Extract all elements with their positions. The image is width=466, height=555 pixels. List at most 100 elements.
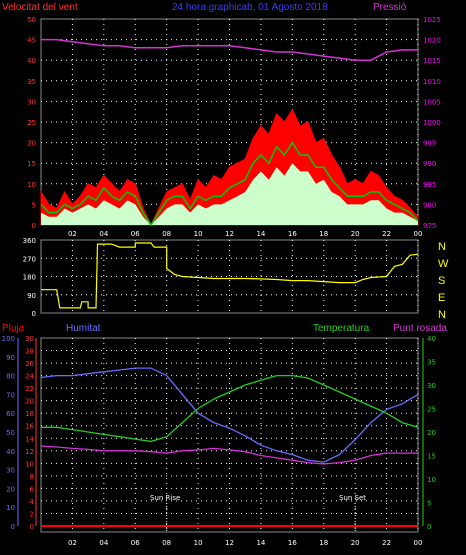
rain-tick: 26 [25,360,34,368]
x-tick-top: 06 [131,230,140,238]
humidity-tick: 90 [6,354,15,362]
direction-series [41,242,419,309]
sunrise-label: Sun Rise [150,494,180,502]
temperature-tick: 25 [427,406,436,414]
rain-tick: 30 [25,335,34,343]
wind-label: Velocitat del vent [2,2,78,13]
rain-tick: 6 [30,485,35,493]
rain-tick: 18 [25,410,34,418]
x-tick-top: 14 [256,230,265,238]
temperature-tick: 5 [427,500,431,508]
humidity-tick: 30 [6,467,15,475]
dew-series [40,445,418,465]
humidity-tick: 10 [6,504,15,512]
rain-tick: 20 [25,398,34,406]
rain-tick: 0 [30,523,34,531]
x-tick-bottom: 18 [319,539,328,547]
pressure-tick: 990 [423,160,436,168]
direction-series [41,242,419,309]
rain-tick: 14 [25,435,34,443]
dew-label: Punt rosada [393,323,447,334]
humidity-tick: 60 [6,410,15,418]
x-tick-bottom: 02 [68,539,77,547]
x-tick-top: 18 [319,230,328,238]
x-tick-bottom: 14 [256,539,265,547]
pressure-tick: 980 [423,201,436,209]
x-tick-top: 22 [382,230,391,238]
rain-tick: 4 [30,498,35,506]
wind-tick: 45 [27,37,36,45]
rain-tick: 2 [30,510,34,518]
wind-tick: 10 [27,181,36,189]
x-tick-bottom: 08 [162,539,171,547]
humidity-tick: 100 [2,335,15,343]
x-tick-top: 16 [288,230,297,238]
pressure-tick: 995 [423,140,436,148]
rain-tick: 28 [25,348,34,356]
x-tick-top: 20 [351,230,360,238]
humidity-tick: 80 [6,373,15,381]
wind-tick: 0 [32,222,36,230]
x-tick-bottom: 16 [288,539,297,547]
temperature-tick: 10 [427,476,436,484]
wind-tick: 50 [27,16,36,24]
wind-tick: 30 [27,98,36,106]
compass-letter: W [438,258,449,270]
humidity-grid [17,338,424,532]
x-tick-top: 00 [414,230,423,238]
rain-tick: 10 [25,460,34,468]
pressure-tick: 1010 [423,78,441,86]
direction-tick: 270 [23,255,36,263]
temperature-series [41,374,419,443]
x-tick-top: 08 [162,230,171,238]
humidity-tick: 50 [6,429,15,437]
rain-tick: 16 [25,423,34,431]
rain-tick: 24 [25,373,34,381]
sunset-label: Sun Set [339,494,366,502]
temperature-tick: 20 [427,429,436,437]
wind-tick: 25 [27,119,36,127]
direction-tick: 360 [23,237,36,245]
temperature-tick: 35 [427,359,436,367]
compass-letter: S [438,275,445,287]
temperature-tick: 40 [427,335,436,343]
pressure-tick: 1025 [423,16,441,24]
x-tick-bottom: 12 [225,539,234,547]
humidity-tick: 0 [11,523,15,531]
pressure-tick: 1015 [423,57,441,65]
x-tick-bottom: 00 [414,539,423,547]
pressure-tick: 985 [423,181,436,189]
pressure-tick: 1020 [423,37,441,45]
x-tick-bottom: 22 [382,539,391,547]
humidity-series [40,367,419,463]
speed-series [41,163,418,225]
humidity-label: Humitat [66,323,101,334]
x-tick-bottom: 06 [131,539,140,547]
compass-letter: N [438,241,446,253]
wind-tick: 5 [32,201,36,209]
pressure-label: Pressió [373,2,407,13]
direction-tick: 90 [27,292,36,300]
x-tick-top: 10 [194,230,203,238]
rain-tick: 12 [25,448,34,456]
wind-tick: 15 [27,160,36,168]
avg-series [40,141,419,227]
compass-letter: N [438,309,446,321]
temperature-label: Temperatura [313,323,370,334]
humidity-tick: 70 [6,391,15,399]
temperature-tick: 30 [427,382,436,390]
humidity-tick: 20 [6,485,15,493]
tick-labels: 0510152025303540455097598098599099510001… [2,16,441,547]
pressure-tick: 1000 [423,119,441,127]
x-tick-bottom: 10 [194,539,203,547]
pressure-tick: 1005 [423,98,441,106]
chart-title: 24 hora graphicab, 01 Agosto 2018 [172,2,328,13]
wind-tick: 35 [27,78,36,86]
temperature-tick: 15 [427,453,436,461]
wind-series [40,38,419,227]
rain-label: Pluja [2,323,25,334]
rain-tick: 8 [30,473,34,481]
wind-tick: 20 [27,140,36,148]
